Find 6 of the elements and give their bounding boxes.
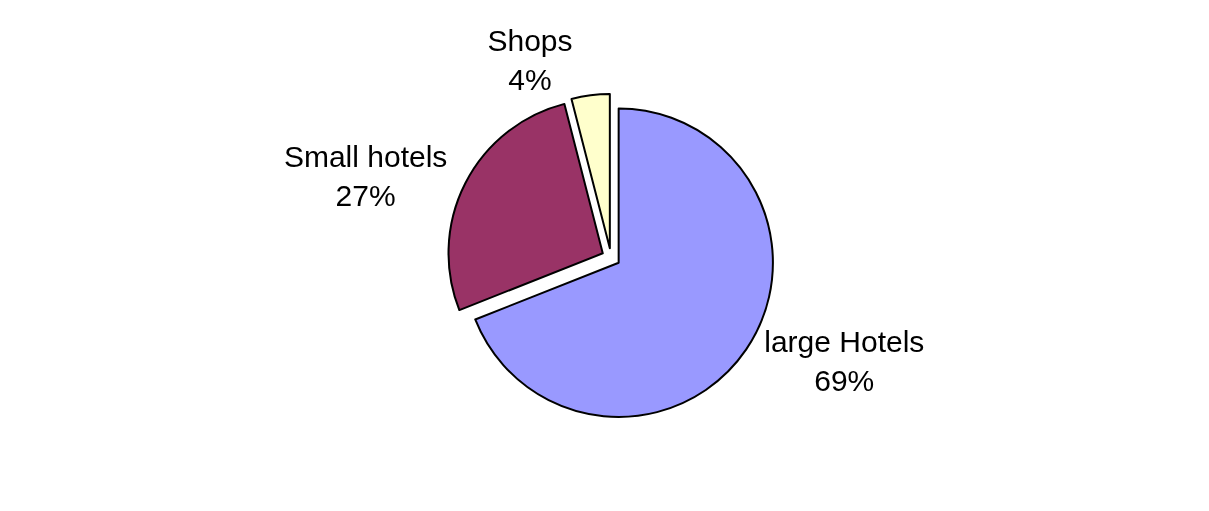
data-label: 69%: [814, 363, 875, 397]
slice-label: Shops: [487, 23, 573, 57]
slice-label: Small hotels: [283, 139, 448, 173]
data-label: 4%: [508, 62, 552, 96]
slice-label: large Hotels: [764, 324, 925, 358]
data-label: 27%: [335, 178, 396, 212]
